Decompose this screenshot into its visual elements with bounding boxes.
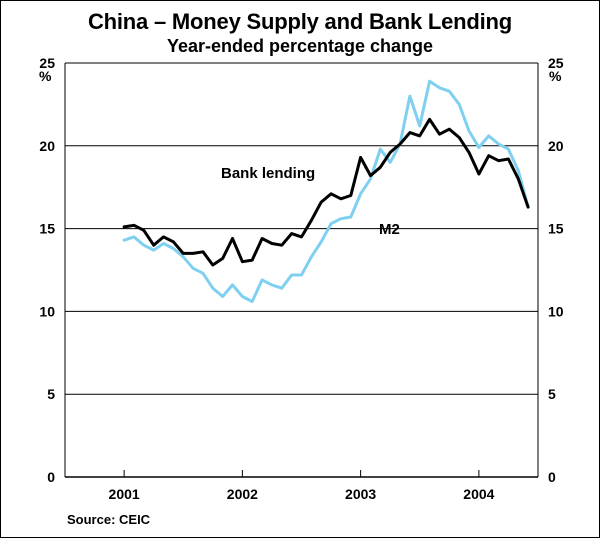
axes [64, 62, 539, 477]
x-tick-labels: 2001 2002 2003 2004 [109, 486, 495, 502]
y-tick-label-left: 5 [47, 386, 55, 402]
x-tick-label: 2001 [109, 486, 140, 502]
y-tick-label-right: 10 [548, 303, 564, 319]
y-tick-label-left: 20 [39, 138, 55, 154]
series-line-bank_lending [122, 79, 530, 303]
y-tick-label-left: 0 [47, 469, 55, 485]
x-tick-label: 2004 [463, 486, 494, 502]
y-tick-label-left: 10 [39, 303, 55, 319]
y-tick-label-right: 15 [548, 221, 564, 237]
y-tick-label-left: 25 [39, 55, 55, 71]
y-tick-labels-right: 0 5 10 15 20 25 [548, 55, 564, 485]
series-lines [122, 79, 530, 303]
y-axis-unit-right: % [549, 68, 562, 84]
y-tick-labels-left: 0 5 10 15 20 25 [39, 55, 55, 485]
annotation-m2: M2 [379, 221, 400, 238]
y-tick-label-left: 15 [39, 221, 55, 237]
y-tick-label-right: 20 [548, 138, 564, 154]
series-line-m2 [122, 117, 530, 267]
source-note: Source: CEIC [67, 512, 151, 527]
y-tick-label-right: 25 [548, 55, 564, 71]
chart-subtitle: Year-ended percentage change [166, 36, 434, 56]
y-tick-label-right: 5 [548, 386, 556, 402]
annotation-bank-lending: Bank lending [221, 165, 315, 182]
x-tick-label: 2002 [227, 486, 258, 502]
y-tick-label-right: 0 [548, 469, 556, 485]
chart-title: China – Money Supply and Bank Lending [87, 9, 513, 34]
x-tick-label: 2003 [345, 486, 376, 502]
y-axis-unit-left: % [39, 68, 52, 84]
